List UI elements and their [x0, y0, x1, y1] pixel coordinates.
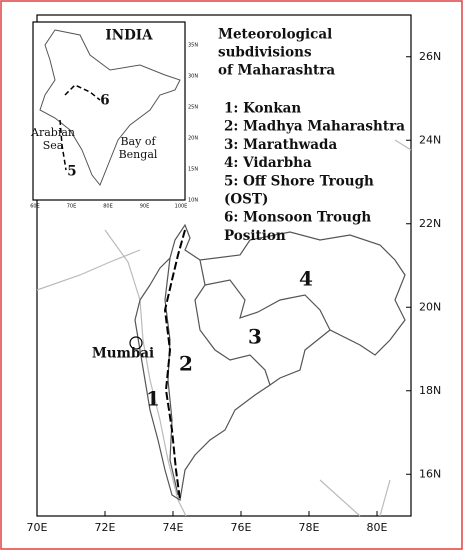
inset-y-tick-label: 20N — [188, 136, 198, 142]
y-tick-label: 20N — [419, 300, 441, 313]
x-tick-label: 70E — [27, 521, 48, 534]
legend-item: 6: Monsoon Trough — [224, 210, 371, 226]
legend-item: 3: Marathwada — [224, 137, 337, 153]
legend-item: 1: Konkan — [224, 101, 301, 117]
marathwada-boundary — [194, 284, 271, 386]
inset-y-tick-label: 10N — [188, 198, 198, 204]
legend-title: of Maharashtra — [218, 63, 335, 79]
inset-x-tick-label: 60E — [30, 204, 40, 210]
inset-y-tick-label: 25N — [188, 105, 198, 111]
legend-item: Position — [224, 228, 286, 244]
inset-x-tick-label: 80E — [103, 204, 113, 210]
y-tick-label: 24N — [419, 133, 441, 146]
bay-label: Bengal — [119, 148, 158, 161]
inset-x-tick-label: 100E — [175, 204, 188, 210]
mumbai-marker — [129, 336, 143, 350]
inset-title: INDIA — [105, 28, 153, 44]
x-tick-label: 74E — [163, 521, 184, 534]
sea-label: Sea — [43, 139, 64, 152]
state-outline — [134, 223, 406, 501]
inset-y-tick-label: 15N — [188, 167, 198, 173]
x-tick-label: 78E — [299, 521, 320, 534]
border-lines — [36, 139, 412, 517]
y-tick-label: 26N — [419, 50, 441, 63]
inset-x-tick-label: 70E — [67, 204, 77, 210]
x-tick-label: 80E — [367, 521, 388, 534]
bay-label: Bay of — [120, 135, 156, 148]
y-tick-label: 18N — [419, 384, 441, 397]
legend-item: (OST) — [224, 192, 268, 208]
x-tick-label: 72E — [95, 521, 116, 534]
india-outline — [39, 29, 181, 186]
legend-item: 4: Vidarbha — [224, 155, 312, 171]
region-label: 2 — [179, 352, 193, 376]
legend-title: Meteorological — [218, 27, 332, 43]
x-tick-label: 76E — [231, 521, 252, 534]
inset-offshore-trough — [59, 119, 67, 171]
legend-title: subdivisions — [218, 45, 312, 61]
trough-label: 6 — [100, 93, 109, 109]
sea-label: Arabian — [30, 126, 75, 139]
legend-item: 5: Off Shore Trough — [224, 173, 374, 189]
y-tick-label: 22N — [419, 217, 441, 230]
map-frame — [36, 14, 412, 517]
inset-y-tick-label: 30N — [188, 74, 198, 80]
region-label: 4 — [299, 267, 313, 291]
y-tick-label: 16N — [419, 467, 441, 480]
konkan-boundary — [164, 257, 179, 496]
inset-x-tick-label: 90E — [140, 204, 150, 210]
inset-y-tick-label: 35N — [188, 43, 198, 49]
inset-frame — [32, 21, 186, 201]
legend-item: 2: Madhya Maharashtra — [224, 119, 405, 135]
vidarbha-boundary — [199, 259, 331, 331]
offshore-trough — [163, 229, 186, 501]
region-label: 3 — [248, 325, 262, 349]
trough-label: 5 — [67, 164, 76, 180]
city-label: Mumbai — [92, 346, 154, 362]
coastline — [104, 229, 187, 517]
region-label: 1 — [146, 387, 160, 411]
